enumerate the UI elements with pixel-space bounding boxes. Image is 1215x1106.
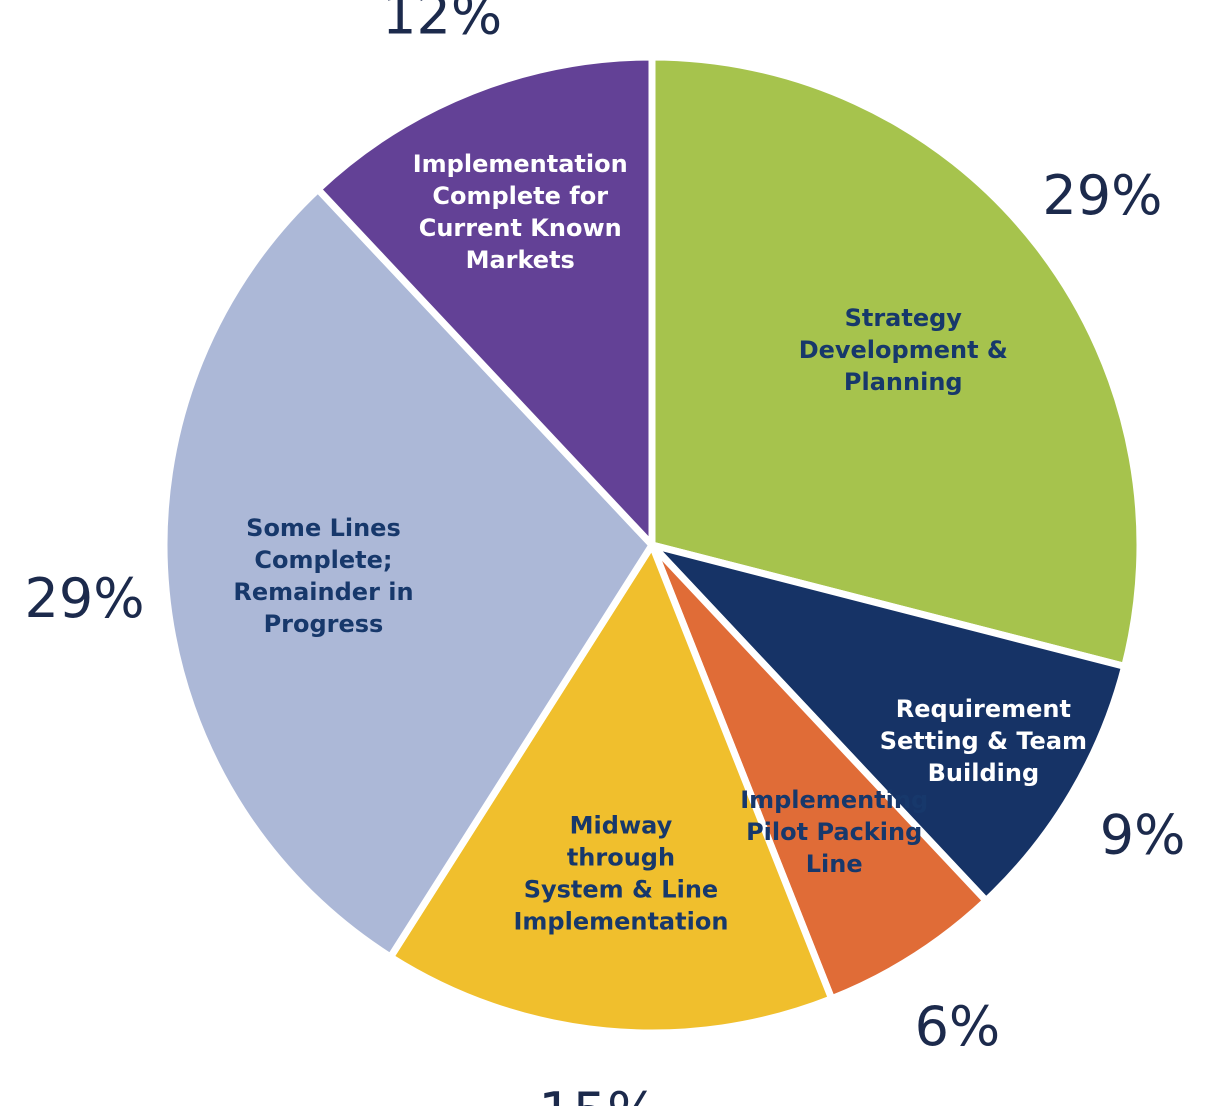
slice-label-line: Development & <box>799 336 1008 364</box>
slice-label-line: Requirement <box>896 695 1071 723</box>
pct-label-some-lines-complete-remainder-in-progress: 29% <box>25 567 145 630</box>
slice-labels: Strategy Development & Planning Requirement… <box>233 150 1087 935</box>
slice-label-midway-through-system-line-implementation: Midway through System & Line Implementation <box>513 812 728 936</box>
slice-label-line: Implementation <box>513 908 728 936</box>
slice-label-line: Strategy <box>845 304 963 332</box>
slice-label-line: Some Lines <box>246 514 401 542</box>
slice-label-line: Midway <box>570 812 673 840</box>
slice-label-line: Complete; <box>254 546 392 574</box>
slice-strategy-development-planning <box>648 53 1144 670</box>
slice-requirement-setting-team-building <box>648 541 1129 905</box>
slice-label-line: System & Line <box>524 876 719 904</box>
pct-label-requirement-setting-team-building: 9% <box>1100 804 1186 867</box>
slice-label-line: Setting & Team <box>880 727 1087 755</box>
slice-implementation-complete-for-current-known-markets <box>314 53 656 549</box>
pct-label-implementation-complete-for-current-known-markets: 12% <box>382 0 502 47</box>
slice-implementing-pilot-packing-line <box>648 541 990 1003</box>
slice-label-line: through <box>567 844 675 872</box>
slice-label-line: Markets <box>466 246 575 274</box>
slice-label-line: Pilot Packing <box>746 818 922 846</box>
pie-slices <box>160 53 1144 1037</box>
pct-label-implementing-pilot-packing-line: 6% <box>915 995 1001 1058</box>
slice-label-implementing-pilot-packing-line: Implementing Pilot Packing Line <box>740 786 928 878</box>
percentage-labels: 29% 9% 6% 15% 29% 12% <box>25 0 1186 1106</box>
slice-label-implementation-complete-for-current-known-markets: Implementation Complete for Current Known M… <box>413 150 628 274</box>
slice-label-line: Remainder in <box>233 578 413 606</box>
slice-label-some-lines-complete-remainder-in-progress: Some Lines Complete; Remainder in Progress <box>233 514 413 638</box>
slice-label-line: Progress <box>264 610 384 638</box>
slice-label-line: Line <box>806 850 863 878</box>
slice-label-strategy-development-planning: Strategy Development & Planning <box>799 304 1008 396</box>
slice-midway-through-system-line-implementation <box>387 541 836 1037</box>
slice-label-line: Implementing <box>740 786 928 814</box>
slice-some-lines-complete-remainder-in-progress <box>160 185 656 961</box>
pct-label-midway-through-system-line-implementation: 15% <box>538 1081 658 1106</box>
slice-label-line: Implementation <box>413 150 628 178</box>
slice-label-line: Complete for <box>432 182 608 210</box>
slice-label-line: Building <box>928 759 1040 787</box>
slice-label-requirement-setting-team-building: Requirement Setting & Team Building <box>880 695 1087 787</box>
slice-label-line: Current Known <box>419 214 622 242</box>
pct-label-strategy-development-planning: 29% <box>1042 164 1162 227</box>
slice-label-line: Planning <box>844 368 963 396</box>
